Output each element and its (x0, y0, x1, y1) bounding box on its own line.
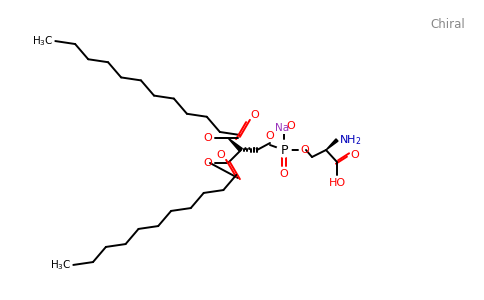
Text: H$_3$C: H$_3$C (50, 258, 71, 272)
Text: O: O (250, 110, 259, 120)
Text: H$_3$C: H$_3$C (32, 34, 53, 48)
Text: O: O (203, 133, 212, 143)
Text: O: O (280, 169, 288, 179)
Text: O: O (203, 158, 212, 168)
Text: NH$_2$: NH$_2$ (339, 133, 362, 147)
Text: Na: Na (275, 123, 289, 133)
Polygon shape (228, 138, 242, 152)
Text: O: O (286, 121, 295, 131)
Text: O: O (300, 145, 309, 155)
Text: P: P (280, 143, 288, 157)
Text: Chiral: Chiral (430, 18, 465, 31)
Text: O: O (350, 150, 359, 160)
Text: •••: ••• (243, 146, 257, 154)
Text: O: O (216, 150, 225, 160)
Text: HO: HO (329, 178, 346, 188)
Text: O: O (266, 131, 274, 141)
Polygon shape (326, 139, 338, 150)
